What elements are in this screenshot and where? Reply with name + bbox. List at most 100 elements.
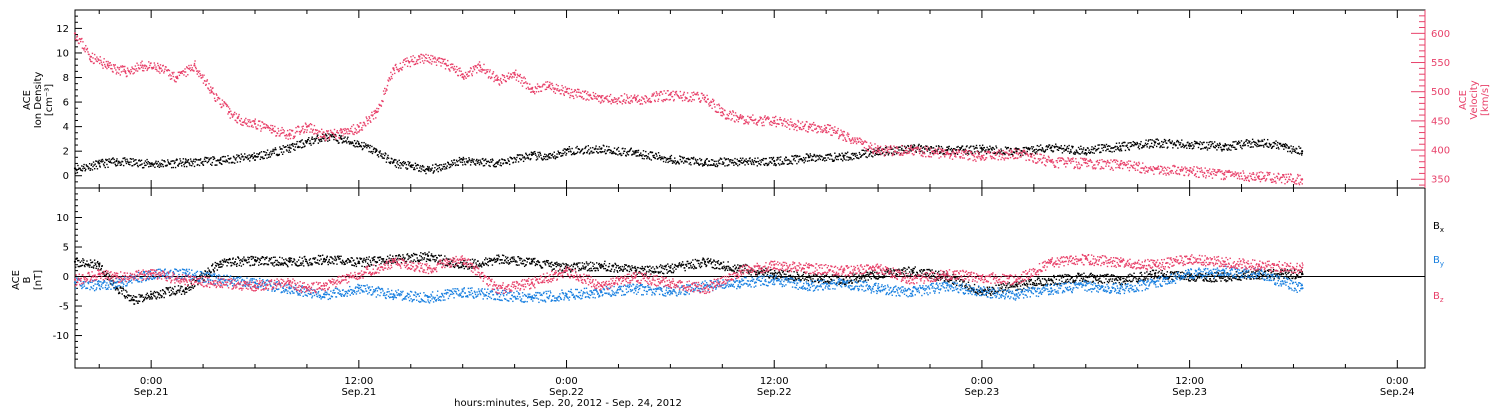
data-point-density	[458, 156, 461, 159]
data-point-velocity	[84, 50, 86, 53]
data-point-velocity	[738, 118, 740, 120]
data-point-density	[1163, 146, 1165, 149]
data-point-velocity	[266, 126, 269, 129]
data-point-velocity	[588, 95, 591, 97]
data-point-velocity	[680, 95, 682, 97]
data-point-velocity	[434, 56, 436, 59]
data-point-velocity	[652, 95, 654, 97]
data-point-velocity	[609, 93, 612, 96]
data-point-bx	[133, 303, 136, 305]
data-point-velocity	[837, 127, 839, 130]
data-point-velocity	[1072, 157, 1074, 159]
data-point-density	[188, 162, 190, 164]
data-point-density	[476, 158, 478, 161]
data-point-velocity	[984, 158, 987, 161]
data-point-velocity	[942, 150, 945, 153]
data-point-velocity	[1235, 173, 1238, 176]
data-point-velocity	[1230, 174, 1233, 176]
data-point-density	[790, 162, 793, 164]
data-point-density	[1008, 150, 1011, 152]
anchor-point-velocity	[418, 55, 421, 58]
data-point-velocity	[1090, 159, 1092, 162]
data-point-velocity	[261, 121, 264, 124]
data-point-velocity	[404, 58, 407, 60]
anchor-point-density	[150, 162, 153, 165]
data-point-velocity	[326, 130, 328, 132]
data-point-bx	[76, 257, 78, 259]
data-point-velocity	[194, 66, 197, 69]
data-point-velocity	[325, 139, 327, 141]
data-point-velocity	[835, 130, 837, 133]
data-point-density	[677, 162, 680, 164]
data-point-velocity	[1003, 159, 1006, 161]
data-point-density	[1197, 146, 1200, 149]
data-point-density	[970, 145, 972, 147]
data-point-velocity	[88, 53, 90, 56]
data-point-density	[215, 160, 217, 162]
data-point-density	[429, 168, 431, 170]
data-point-density	[641, 157, 644, 160]
data-point-velocity	[262, 127, 264, 129]
data-point-velocity	[1207, 170, 1210, 172]
data-point-velocity	[569, 94, 572, 97]
data-point-density	[1025, 146, 1027, 149]
data-point-density	[1129, 142, 1131, 144]
data-point-velocity	[534, 92, 536, 95]
data-point-density	[577, 151, 579, 153]
data-point-density	[724, 159, 727, 161]
data-point-velocity	[283, 132, 285, 134]
data-point-velocity	[1084, 157, 1086, 160]
anchor-point-velocity	[158, 67, 161, 70]
data-point-density	[952, 148, 955, 150]
data-point-velocity	[968, 150, 970, 152]
data-point-density	[629, 149, 631, 151]
data-point-velocity	[286, 129, 289, 132]
data-point-velocity	[882, 148, 884, 150]
data-point-velocity	[218, 97, 221, 100]
data-point-density	[636, 149, 638, 152]
data-point-density	[526, 154, 529, 157]
data-point-density	[397, 163, 399, 166]
data-point-velocity	[955, 156, 957, 158]
data-point-density	[707, 164, 709, 166]
data-point-density	[583, 151, 586, 154]
data-point-velocity	[436, 58, 439, 61]
data-point-bx	[121, 290, 123, 292]
data-point-velocity	[961, 150, 963, 152]
data-point-density	[414, 162, 417, 165]
data-point-velocity	[110, 67, 112, 70]
data-point-velocity	[739, 114, 742, 116]
data-point-velocity	[410, 60, 413, 62]
data-point-density	[392, 160, 395, 162]
data-point-velocity	[1055, 166, 1057, 168]
data-point-density	[1074, 153, 1076, 155]
anchor-point-velocity	[980, 154, 984, 158]
data-point-velocity	[993, 157, 995, 159]
data-point-velocity	[1017, 157, 1019, 159]
data-point-density	[1076, 150, 1078, 153]
data-point-bx	[77, 265, 79, 268]
data-point-velocity	[585, 92, 588, 95]
data-point-velocity	[621, 103, 624, 105]
data-point-velocity	[592, 91, 595, 94]
data-point-density	[1010, 148, 1012, 150]
data-point-velocity	[1101, 159, 1103, 161]
data-point-velocity	[1152, 169, 1154, 172]
data-point-density	[524, 156, 526, 159]
data-point-density	[322, 133, 324, 136]
data-point-density	[304, 145, 306, 147]
data-point-velocity	[1138, 163, 1141, 165]
data-point-velocity	[1053, 164, 1055, 166]
data-point-density	[1106, 148, 1108, 151]
data-point-density	[1013, 152, 1016, 154]
data-point-density	[555, 156, 558, 158]
data-point-density	[351, 142, 353, 144]
data-point-density	[1251, 141, 1253, 144]
data-point-velocity	[274, 125, 276, 128]
data-point-density	[1087, 151, 1090, 154]
data-point-density	[630, 147, 632, 149]
data-point-density	[96, 160, 98, 163]
data-point-velocity	[317, 136, 320, 139]
data-point-bx	[86, 263, 89, 266]
data-point-velocity	[1031, 153, 1033, 155]
